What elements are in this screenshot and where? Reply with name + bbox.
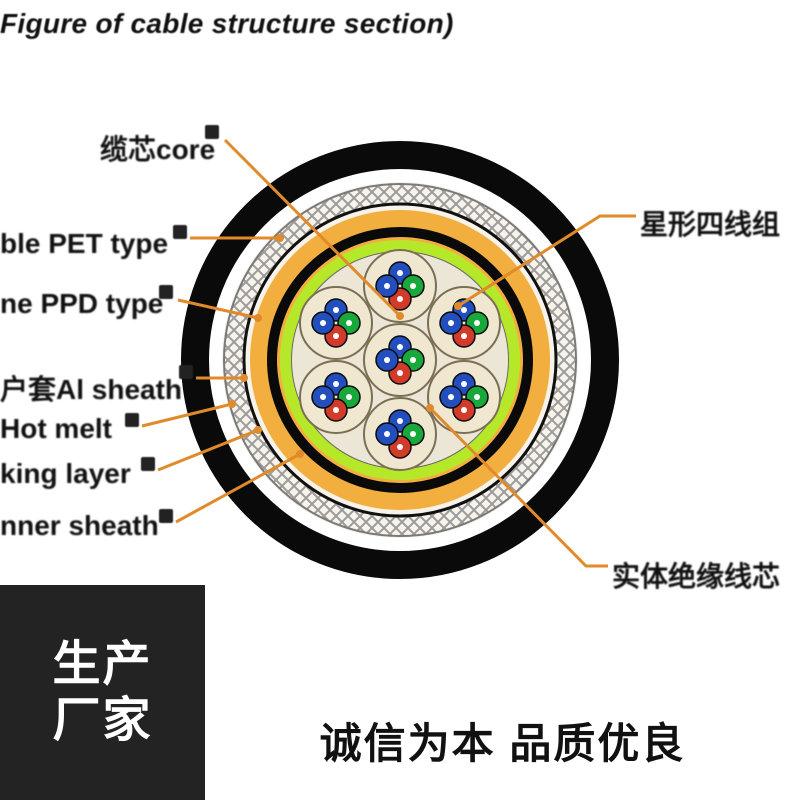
callout-label: king layer (0, 458, 131, 490)
badge-bottom-right: 诚信为本 品质优良 (205, 680, 800, 800)
callout-label: 实体绝缘线芯 (612, 555, 780, 595)
callout-label: 户套Al sheath (0, 368, 182, 408)
callout-label: 星形四线组 (640, 203, 780, 243)
callout-label: 缆芯core (100, 128, 215, 168)
badge-bottom-left: 生产厂家 (0, 585, 205, 800)
figure-root: { "title": "Figure of cable structure se… (0, 0, 800, 800)
callout-label: ne PPD type (0, 288, 163, 320)
leader-tick (125, 413, 139, 427)
callout-label: nner sheath (0, 510, 159, 542)
leader-tick (141, 457, 155, 471)
badge-bottom-right-text: 诚信为本 品质优良 (320, 710, 686, 771)
leader-tick (159, 509, 173, 523)
leader-tick (159, 285, 173, 299)
leader-tick (173, 225, 187, 239)
callout-label: ble PET type (0, 228, 168, 260)
badge-bottom-left-text: 生产厂家 (52, 637, 152, 747)
leader-tick (205, 125, 219, 139)
leader-tick (179, 365, 193, 379)
callout-label: Hot melt (0, 413, 112, 445)
